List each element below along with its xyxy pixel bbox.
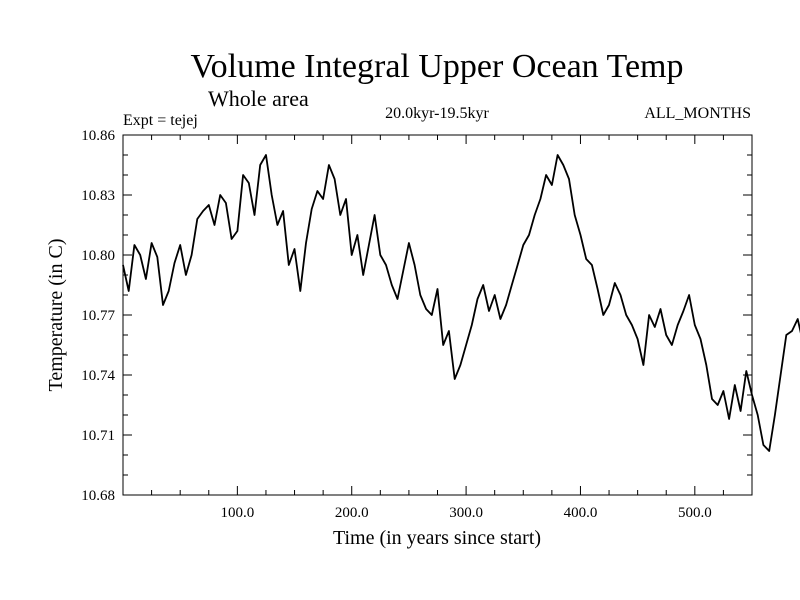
y-tick-label: 10.68 — [81, 488, 115, 504]
y-tick-label: 10.74 — [81, 368, 115, 384]
x-axis-label: Time (in years since start) — [333, 527, 541, 549]
x-axis-ticks: 100.0 200.0 300.0 400.0 500.0 — [151, 135, 724, 521]
y-axis-label: Temperature (in C) — [45, 239, 67, 392]
plot-frame — [122, 134, 753, 496]
months-label: ALL_MONTHS — [644, 105, 751, 122]
y-tick-label: 10.86 — [81, 128, 115, 144]
expt-label: Expt = tejej — [123, 112, 198, 129]
x-tick-label: 500.0 — [678, 505, 712, 521]
chart-title: Volume Integral Upper Ocean Temp — [191, 48, 684, 85]
y-tick-label: 10.80 — [81, 248, 115, 264]
y-tick-label: 10.77 — [81, 308, 115, 324]
period-label: 20.0kyr-19.5kyr — [385, 105, 489, 122]
series-line — [122, 154, 800, 452]
x-tick-label: 300.0 — [449, 505, 483, 521]
x-tick-label: 100.0 — [220, 505, 254, 521]
y-axis-ticks: 10.68 10.71 10.74 10.77 10.80 10.83 10.86 — [81, 128, 752, 504]
x-tick-label: 200.0 — [335, 505, 369, 521]
y-tick-label: 10.83 — [81, 188, 115, 204]
chart-subtitle: Whole area — [208, 86, 309, 111]
y-tick-label: 10.71 — [81, 428, 115, 444]
x-tick-label: 400.0 — [564, 505, 598, 521]
